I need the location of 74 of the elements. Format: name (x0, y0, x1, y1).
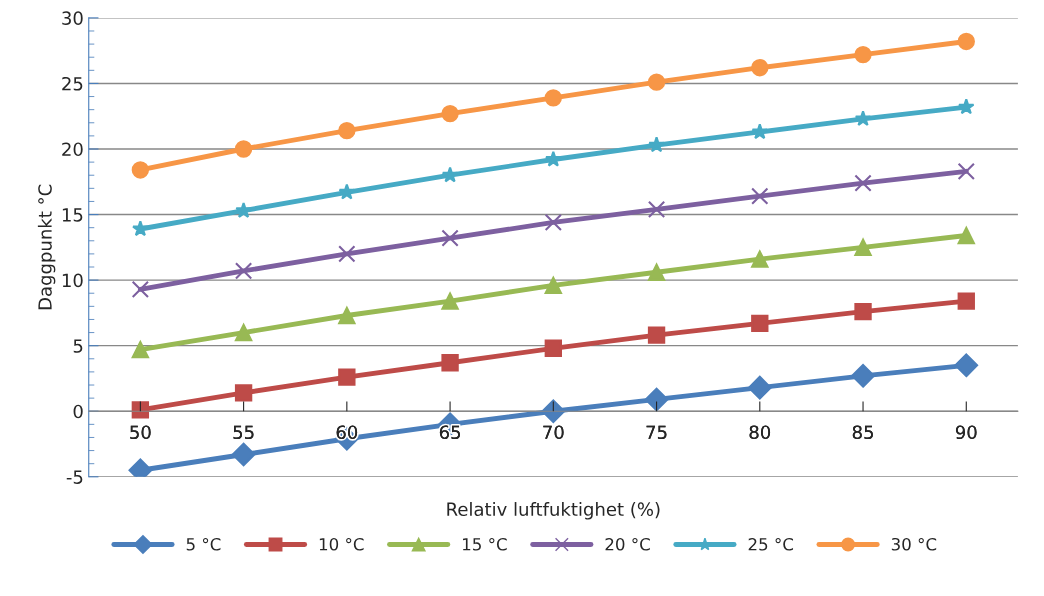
point (647, 263, 666, 281)
x-tick-label: 90 (955, 425, 977, 440)
legend-label: 5 °C (186, 537, 221, 551)
point (234, 140, 253, 158)
x-tick-label: 85 (852, 425, 873, 440)
point (234, 262, 253, 280)
point (544, 89, 562, 107)
point (954, 353, 979, 378)
legend-label: 15 °C (463, 537, 507, 551)
x-tick-label: 80 (749, 425, 771, 440)
point (647, 326, 666, 344)
point (647, 73, 666, 91)
point (957, 162, 975, 180)
point (647, 200, 666, 218)
point (854, 238, 872, 257)
point (544, 339, 562, 357)
point (441, 104, 459, 123)
y-axis-title: Daggpunkt °C (37, 184, 56, 310)
point (338, 368, 356, 386)
x-tick-label: 55 (233, 425, 254, 440)
point (854, 302, 872, 321)
point (957, 226, 975, 245)
y-tick-label: 0 (73, 404, 83, 419)
point (957, 32, 975, 51)
x-axis-title: Relativ luftfuktighet (%) (447, 502, 660, 520)
y-tick-label: 10 (62, 273, 83, 288)
point (231, 442, 256, 467)
x-tick-label: 75 (646, 425, 667, 440)
point (338, 245, 356, 263)
point (132, 220, 149, 237)
point (441, 354, 459, 372)
y-tick-label: 30 (62, 11, 83, 25)
point (644, 387, 669, 412)
point (541, 399, 566, 424)
legend-label: 25 °C (748, 537, 794, 551)
point (648, 136, 665, 153)
point (854, 45, 872, 64)
point (234, 384, 253, 402)
point (338, 121, 356, 140)
point (747, 375, 772, 400)
point (545, 150, 562, 167)
point (957, 98, 975, 115)
legend-label: 20 °C (605, 537, 650, 551)
point (854, 110, 872, 127)
x-tick-label: 50 (130, 425, 151, 440)
point (751, 59, 769, 77)
point (751, 250, 769, 268)
point (234, 323, 253, 342)
point (851, 363, 875, 388)
point (441, 166, 459, 183)
point (751, 123, 769, 140)
point (131, 161, 150, 179)
y-tick-label: 5 (73, 339, 83, 353)
point (957, 292, 975, 310)
y-tick-label: 20 (62, 142, 83, 157)
point (131, 401, 150, 419)
y-tick-label: 25 (62, 76, 83, 91)
point (544, 276, 562, 295)
point (235, 201, 252, 218)
point (131, 340, 150, 359)
point (854, 174, 872, 192)
x-tick-label: 70 (543, 425, 564, 440)
legend-label: 10 °C (319, 537, 364, 551)
point (441, 229, 459, 247)
point (544, 213, 562, 232)
legend-label: 30 °C (891, 537, 937, 551)
y-tick-label: 15 (62, 208, 83, 222)
point (338, 306, 356, 325)
point (441, 292, 459, 310)
point (131, 280, 150, 298)
point (751, 187, 769, 205)
point (751, 314, 769, 333)
y-tick-label: -5 (66, 470, 83, 484)
point (338, 183, 356, 200)
